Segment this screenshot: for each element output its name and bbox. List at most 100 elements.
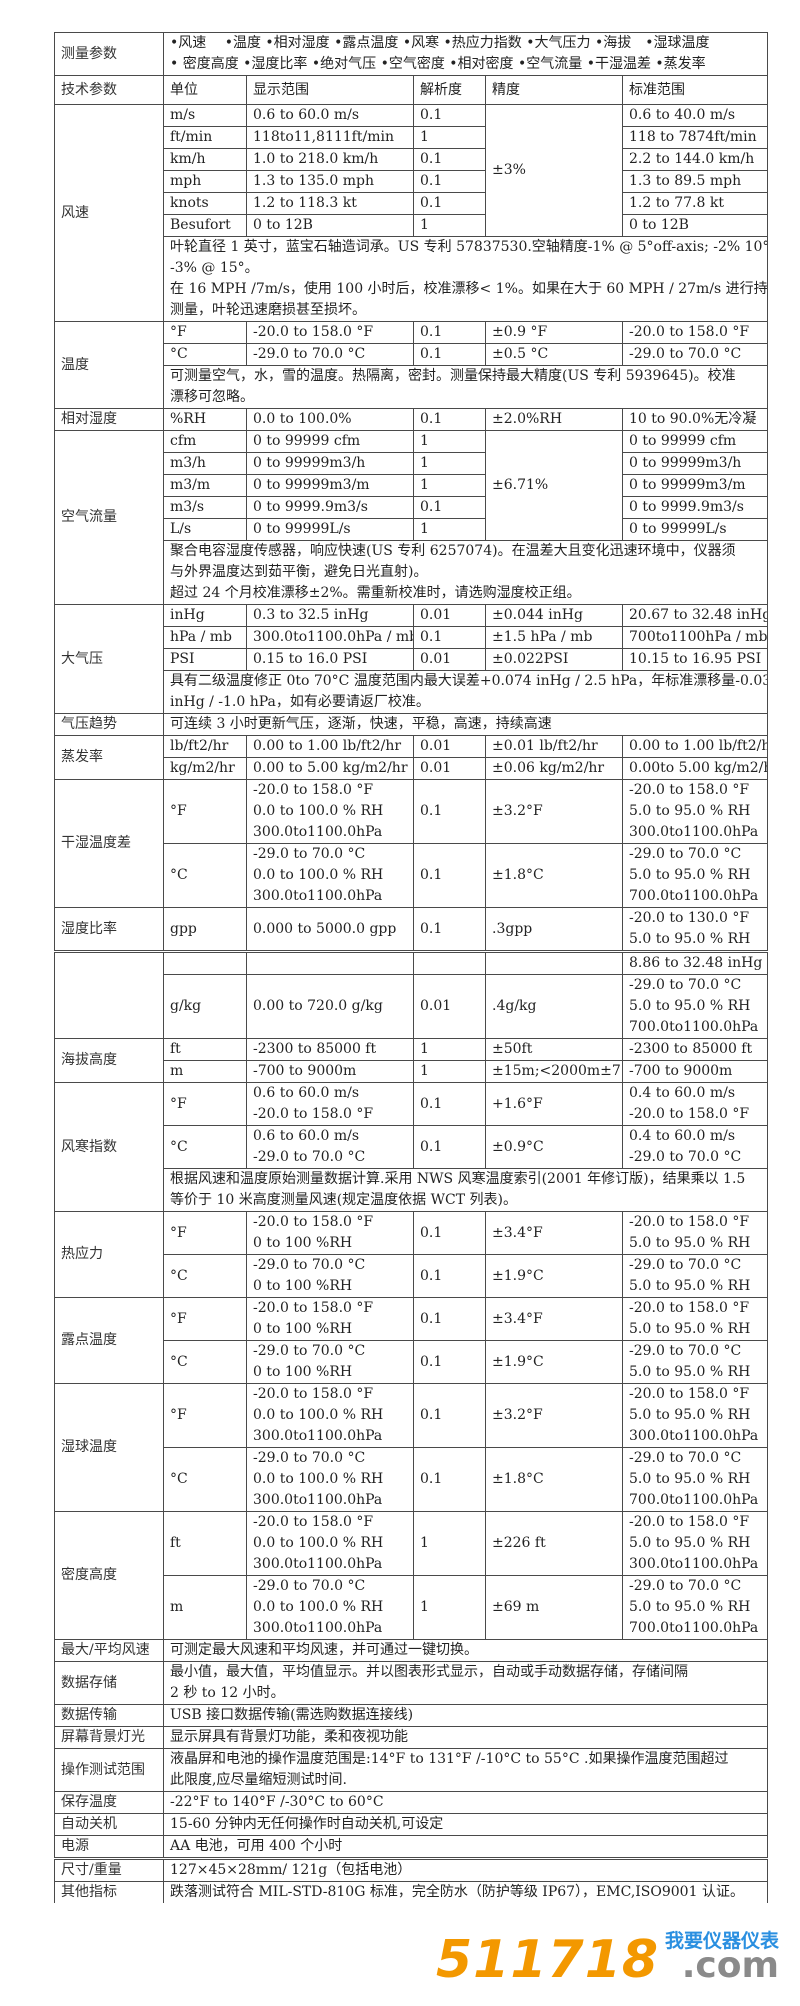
section-note-line: 根据风速和温度原始测量数据计算.采用 NWS 风寒温度索引(2001 年修订版)… (170, 1171, 746, 1187)
standard-range-cell: 0 to 99999 cfm (621, 430, 769, 453)
display-range-cell-line: 300.0to1100.0hPa (253, 1620, 383, 1636)
display-range-cell-line: -20.0 to 158.0 °F (253, 1106, 374, 1122)
display-range-cell-line: -20.0 to 158.0 °F (253, 1300, 374, 1316)
standard-range-cell-line: -20.0 to 158.0 °F (629, 1106, 750, 1122)
section-label: 干湿温度差 (54, 779, 164, 908)
standard-range-cell: -20.0 to 158.0 °F 5.0 to 95.0 % RH 300.0to… (621, 1511, 769, 1576)
data-row: 相对湿度 %RH 0.0 to 100.0% 0.1 ±2.0%RH 10 to 90.0… (54, 408, 769, 431)
display-range-cell: 0 to 12B (246, 214, 414, 237)
simple-row: 数据存储 最小值，最大值，平均值显示。并以图表形式显示，自动或手动数据存储，存储间… (54, 1661, 769, 1705)
resolution-cell: 1 (413, 1038, 486, 1061)
accuracy-cell: ±3.2°F (485, 1383, 623, 1448)
standard-range-cell-line: 20.67 to 32.48 inHg (629, 607, 768, 623)
section-label: 热应力 (54, 1211, 164, 1298)
display-range-cell-line: 0.0 to 100.0 % RH (253, 803, 384, 819)
unit-cell: Besufort (163, 214, 247, 237)
resolution-cell: 0.1 (413, 1125, 486, 1169)
display-range-cell: 1.2 to 118.3 kt (246, 192, 414, 215)
display-range-cell-line: -29.0 to 70.0 °C (253, 1149, 366, 1165)
accuracy-cell-line: ±0.9 °F (492, 324, 548, 340)
standard-range-cell: -2300 to 85000 ft (621, 1038, 769, 1061)
standard-range-cell-line: 5.0 to 95.0 % RH (629, 1278, 751, 1294)
row-text: USB 接口数据传输(需选购数据连接线) (162, 1704, 769, 1727)
standard-range-cell-line: 300.0to1100.0hPa (629, 1556, 759, 1572)
logo-number: 511718 (436, 1930, 660, 1990)
data-row: m -29.0 to 70.0 °C 0.0 to 100.0 % RH 300.0t… (55, 1575, 769, 1640)
unit-cell: m (163, 1060, 247, 1083)
row-text: 127×45×28mm/ 121g（包括电池） (162, 1857, 769, 1882)
accuracy-cell: ±0.5 °C (485, 343, 623, 366)
display-range-cell: -700 to 9000m (246, 1060, 414, 1083)
display-range-cell-line: 300.0to1100.0hPa / mb (253, 629, 414, 645)
display-range-cell-line: 0 to 99999 cfm (253, 433, 361, 449)
resolution-cell: 0.1 (413, 626, 486, 649)
data-row: m3/m 0 to 99999m3/m 1 0 to 99999m3/m (55, 474, 769, 497)
standard-range-cell-line: 0 to 99999m3/m (629, 477, 746, 493)
data-row: °C -29.0 to 70.0 °C 0.0 to 100.0 % RH 300.0… (55, 843, 769, 908)
accuracy-cell-line: ±0.06 kg/m2/hr (492, 760, 605, 776)
accuracy-cell: ±0.06 kg/m2/hr (485, 757, 623, 780)
resolution-cell: 0.01 (413, 735, 486, 758)
standard-range-cell: -29.0 to 70.0 °C (621, 343, 769, 366)
display-range-cell-line: 0.15 to 16.0 PSI (253, 651, 368, 667)
accuracy-cell: ±0.01 lb/ft2/hr (485, 735, 623, 758)
accuracy-cell-line: ±0.022PSI (492, 651, 569, 667)
data-row: 8.86 to 32.48 inHg (54, 950, 769, 1039)
section-note: 根据风速和温度原始测量数据计算.采用 NWS 风寒温度索引(2001 年修订版)… (162, 1168, 769, 1212)
unit-cell: ft/min (163, 126, 247, 149)
standard-range-cell: 2.2 to 144.0 km/h (621, 148, 769, 171)
row-label: 气压趋势 (54, 713, 164, 736)
standard-range-cell: -29.0 to 70.0 °C 5.0 to 95.0 % RH 700.0to1… (621, 1575, 769, 1640)
display-range-cell-line: -29.0 to 70.0 °C (253, 1450, 366, 1466)
standard-range-cell: 1.2 to 77.8 kt (621, 192, 769, 215)
data-row: m3/h 0 to 99999m3/h 1 0 to 99999m3/h (55, 452, 769, 475)
standard-range-cell-line: -700 to 9000m (629, 1063, 733, 1079)
row-text-line: -22°F to 140°F /-30°C to 60°C (170, 1794, 384, 1810)
section-note-line: 测量，叶轮迅速磨损甚至损坏。 (170, 302, 366, 318)
standard-range-cell-line: 0.4 to 60.0 m/s (629, 1128, 736, 1144)
display-range-cell-line: -29.0 to 70.0 °C (253, 346, 366, 362)
standard-range-cell-line: 0.00 to 1.00 lb/ft2/hr (629, 738, 768, 754)
accuracy-cell: .4g/kg (485, 974, 623, 1039)
unit-cell: cfm (163, 430, 247, 453)
display-range-cell: 300.0to1100.0hPa / mb (246, 626, 414, 649)
accuracy-cell-line: ±69 m (492, 1599, 540, 1615)
data-row: PSI 0.15 to 16.0 PSI 0.01 ±0.022PSI 10.15 to… (55, 648, 769, 671)
section-label: 大气压 (54, 604, 164, 714)
standard-range-cell-line: 5.0 to 95.0 % RH (629, 931, 751, 947)
row-text: 可连续 3 小时更新气压，逐渐，快速，平稳，高速，持续高速 (162, 713, 769, 736)
standard-range-cell: -29.0 to 70.0 °C 5.0 to 95.0 % RH 700.0to1… (621, 843, 769, 908)
standard-range-cell-line: 5.0 to 95.0 % RH (629, 803, 751, 819)
accuracy-cell: ±0.022PSI (485, 648, 623, 671)
row-text: -22°F to 140°F /-30°C to 60°C (162, 1791, 769, 1814)
accuracy-cell: ±1.8°C (485, 843, 623, 908)
data-row: 湿球温度 °F -20.0 to 158.0 °F 0.0 to 100.0 % RH… (54, 1383, 769, 1512)
display-range-cell: 0.00 to 1.00 lb/ft2/hr (246, 735, 414, 758)
standard-range-cell: 8.86 to 32.48 inHg (621, 950, 769, 975)
accuracy-cell: ±3.4°F (485, 1211, 623, 1255)
simple-row: 最大/平均风速 可测定最大风速和平均风速，并可通过一键切换。 (54, 1639, 769, 1662)
display-range-cell-line: 0.6 to 60.0 m/s (253, 107, 360, 123)
data-row: 湿度比率 gpp 0.000 to 5000.0 gpp 0.1 .3gpp -20.0 … (54, 907, 769, 952)
display-range-cell-line: 0.6 to 60.0 m/s (253, 1085, 360, 1101)
row-text-line: 可连续 3 小时更新气压，逐渐，快速，平稳，高速，持续高速 (170, 716, 552, 732)
accuracy-cell: ±2.0%RH (485, 408, 623, 431)
unit-cell: °F (163, 1383, 247, 1448)
unit-cell: °F (163, 1211, 247, 1255)
display-range-cell-line: -29.0 to 70.0 °C (253, 1343, 366, 1359)
standard-range-cell: -20.0 to 158.0 °F 5.0 to 95.0 % RH 300.0to… (621, 1383, 769, 1448)
params-list-line: • 密度高度 •湿度比率 •绝对气压 •空气密度 •相对密度 •空气流量 •干湿… (170, 56, 706, 72)
display-range-cell: -29.0 to 70.0 °C 0.0 to 100.0 % RH 300.0to… (246, 1447, 414, 1512)
standard-range-cell: -20.0 to 158.0 °F (621, 321, 769, 344)
row-label: 自动关机 (54, 1813, 164, 1836)
display-range-cell: 0.6 to 60.0 m/s -20.0 to 158.0 °F (246, 1082, 414, 1126)
resolution-cell (413, 950, 486, 975)
unit-cell: hPa / mb (163, 626, 247, 649)
row-text-line: USB 接口数据传输(需选购数据连接线) (170, 1707, 414, 1723)
resolution-cell: 0.01 (413, 757, 486, 780)
standard-range-cell-line: -29.0 to 70.0 °C (629, 846, 742, 862)
section-note-line: -3% @ 15°。 (170, 260, 259, 276)
accuracy-cell: ±15m;<2000m±7.2 (485, 1060, 623, 1083)
unit-cell: °C (163, 1254, 247, 1298)
logo-domain: .com (681, 1945, 779, 1986)
